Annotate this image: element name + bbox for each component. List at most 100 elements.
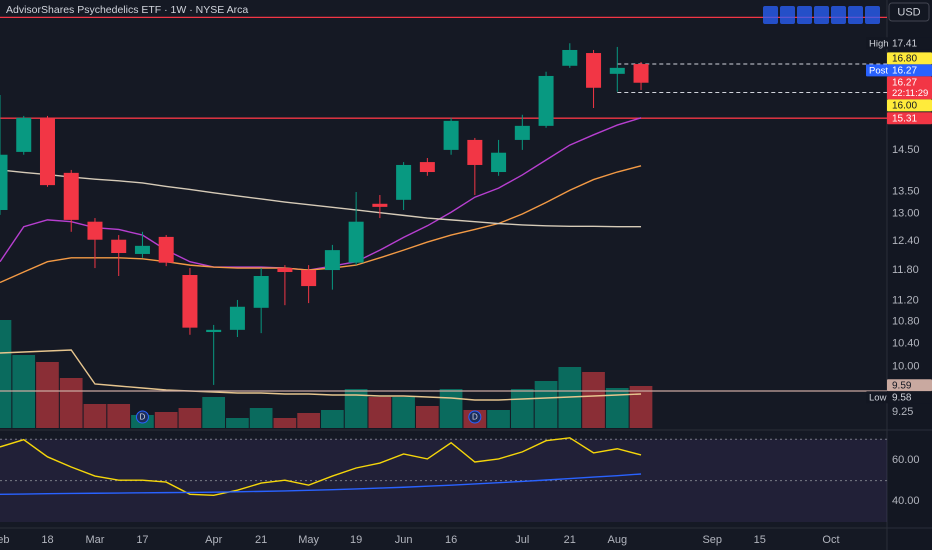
volume-bar — [510, 389, 534, 428]
volume-bar — [321, 410, 344, 428]
candle-body — [396, 164, 412, 200]
y-tick-label: 14.50 — [892, 144, 920, 156]
price-label-tag: High — [869, 38, 889, 49]
price-label-value: 16.27 — [892, 78, 917, 89]
y-tick-label: 11.80 — [892, 264, 919, 276]
candle-body — [301, 270, 317, 287]
candle-body — [372, 203, 388, 207]
x-tick-label: 21 — [564, 534, 576, 546]
currency-label: USD — [897, 6, 920, 18]
volume-bar — [582, 372, 605, 428]
price-label-box — [866, 64, 932, 77]
candle-body — [253, 276, 269, 308]
volume-bar — [178, 408, 202, 428]
candle-body — [229, 306, 245, 330]
interval-button[interactable] — [814, 6, 829, 24]
volume-bar — [297, 413, 320, 428]
price-label-box — [866, 37, 932, 50]
volume-bar — [154, 412, 178, 428]
x-tick-label: 16 — [445, 534, 457, 546]
volume-bar — [439, 389, 463, 428]
volume-bar — [487, 410, 510, 428]
candle-body — [0, 154, 8, 210]
countdown: 22:11:29 — [892, 88, 928, 99]
candle-body — [514, 125, 530, 140]
candle-body — [111, 239, 127, 253]
price-label-value: 16.00 — [892, 101, 917, 112]
candle-body — [609, 67, 625, 74]
dividend-label: D — [472, 413, 478, 422]
volume-bar — [368, 397, 392, 428]
x-tick-label: Mar — [85, 534, 104, 546]
candle-body — [16, 117, 32, 152]
volume-bar — [344, 389, 368, 428]
y-tick-label: 13.00 — [892, 207, 920, 219]
rsi-line — [0, 437, 642, 497]
price-label-box — [887, 76, 932, 100]
price-label-box — [887, 379, 932, 392]
candle-body — [39, 117, 55, 186]
interval-buttons[interactable] — [763, 6, 880, 24]
candle-body — [158, 236, 174, 263]
x-tick-label: 15 — [754, 534, 766, 546]
candle-body — [443, 120, 459, 150]
volume-bar — [273, 418, 297, 428]
x-tick-label: Sep — [702, 534, 722, 546]
x-tick-label: Jul — [515, 534, 529, 546]
moving-average — [0, 117, 642, 271]
candle-body — [324, 250, 340, 271]
interval-button[interactable] — [831, 6, 846, 24]
volume-bar — [392, 397, 415, 428]
moving-average — [0, 165, 642, 284]
chart-title: AdvisorShares Psychedelics ETF · 1W · NY… — [6, 4, 248, 16]
volume-bar — [226, 418, 249, 428]
interval-button[interactable] — [797, 6, 812, 24]
volume-bar — [59, 378, 83, 428]
interval-button[interactable] — [763, 6, 778, 24]
candle-body — [206, 329, 222, 333]
x-tick-label: 18 — [41, 534, 53, 546]
volume-bar — [202, 397, 226, 428]
x-tick-label: Jun — [395, 534, 413, 546]
dividend-label: D — [140, 413, 146, 422]
candle-body — [277, 268, 293, 273]
candle-body — [182, 275, 198, 328]
volume-bar — [415, 406, 439, 428]
price-label-box — [887, 52, 932, 65]
interval-button[interactable] — [865, 6, 880, 24]
currency-button[interactable] — [888, 2, 930, 22]
candle-body — [491, 152, 507, 173]
price-label-value: 9.59 — [892, 380, 912, 391]
volume-bar — [534, 381, 558, 428]
price-label-value: 16.27 — [892, 66, 917, 77]
candle-body — [538, 75, 554, 126]
y-tick-label: 40.00 — [892, 495, 920, 507]
y-tick-label: 10.00 — [892, 360, 920, 372]
dividend-marker — [135, 410, 149, 424]
x-tick-label: 17 — [136, 534, 148, 546]
price-label-value: 15.31 — [892, 113, 917, 124]
x-tick-label: 19 — [350, 534, 362, 546]
candle-body — [348, 221, 364, 263]
interval-button[interactable] — [848, 6, 863, 24]
interval-button[interactable] — [780, 6, 795, 24]
volume-bar — [83, 404, 107, 428]
x-tick-label: Feb — [0, 534, 9, 546]
x-tick-label: Oct — [822, 534, 839, 546]
y-tick-label: 12.40 — [892, 235, 920, 247]
volume-bar — [629, 386, 653, 428]
x-tick-label: Apr — [205, 534, 222, 546]
axes: Feb 18 Mar 17 Apr 21 May 19 Jun 16 Jul 21 Aug Sep 15 Oc… — [0, 37, 932, 546]
candle-body — [586, 53, 602, 88]
volume-average — [0, 349, 642, 401]
price-label-box — [887, 99, 932, 112]
volume-bar — [605, 388, 629, 428]
dividend-marker — [468, 410, 482, 424]
volume-bar — [249, 408, 273, 428]
x-tick-label: May — [298, 534, 319, 546]
volume-bar — [0, 320, 12, 428]
price-label-tag: Post — [869, 65, 888, 76]
price-label-value: 9.58 — [892, 392, 912, 403]
